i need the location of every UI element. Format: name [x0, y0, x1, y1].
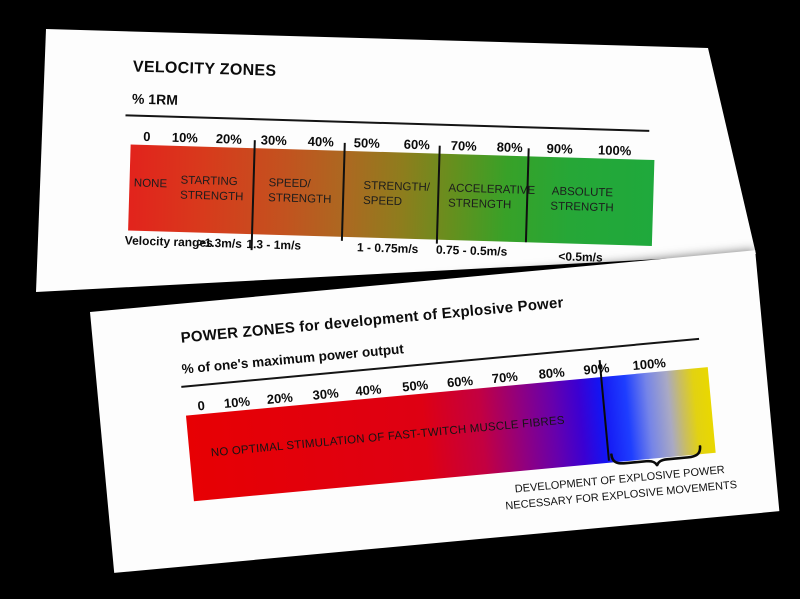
power-tick-50: 50%: [401, 377, 429, 395]
velocity-tick-20: 20%: [215, 131, 243, 147]
zone-label-strength-speed: STRENGTH/ SPEED: [362, 179, 431, 208]
velocity-range-value: 1 - 0.75m/s: [356, 240, 419, 257]
power-tick-80: 80%: [537, 364, 566, 382]
velocity-tick-10: 10%: [171, 129, 199, 146]
zone-label-starting-strength: STARTING STRENGTH: [179, 174, 244, 203]
power-tick-40: 40%: [354, 381, 383, 399]
zone-label-none: NONE: [133, 177, 168, 191]
velocity-tick-100: 100%: [597, 142, 632, 159]
power-tick-70: 70%: [491, 368, 519, 387]
velocity-tick-90: 90%: [546, 140, 573, 157]
power-tick-0: 0: [196, 397, 206, 414]
velocity-range-value: 0.75 - 0.5m/s: [435, 242, 508, 259]
power-tick-20: 20%: [266, 389, 294, 408]
zone-label-accelerative-strength: ACCELERATIVE STRENGTH: [447, 182, 536, 211]
power-axis-label: % of one's maximum power output: [180, 341, 405, 377]
velocity-tick-60: 60%: [403, 136, 430, 153]
velocity-axis-rule: [125, 114, 650, 132]
velocity-tick-70: 70%: [450, 138, 477, 154]
velocity-range-value: >1.3m/s: [197, 235, 243, 251]
power-card-title: POWER ZONES for development of Explosive…: [180, 294, 565, 347]
zone-label-speed-strength: SPEED/ STRENGTH: [267, 177, 332, 206]
velocity-tick-0: 0: [143, 128, 151, 145]
velocity-range-value: <0.5m/s: [558, 249, 603, 265]
velocity-axis-label: % 1RM: [131, 90, 179, 108]
power-bar-text: NO OPTIMAL STIMULATION OF FAST-TWITCH MU…: [210, 414, 566, 460]
velocity-tick-30: 30%: [260, 132, 288, 149]
velocity-tick-40: 40%: [307, 133, 335, 150]
power-card: POWER ZONES for development of Explosive…: [90, 250, 780, 573]
zone-label-absolute-strength: ABSOLUTE STRENGTH: [550, 185, 614, 214]
underbrace-icon: [610, 444, 702, 469]
velocity-tick-80: 80%: [496, 139, 523, 156]
power-tick-60: 60%: [446, 372, 474, 391]
power-tick-10: 10%: [223, 393, 251, 411]
velocity-tick-50: 50%: [353, 135, 381, 151]
velocity-card-title: VELOCITY ZONES: [132, 58, 277, 80]
power-tick-30: 30%: [311, 385, 340, 403]
power-tick-100: 100%: [631, 355, 667, 374]
velocity-gradient-bar: NONE STARTING STRENGTH SPEED/ STRENGTH S…: [128, 144, 655, 247]
velocity-range-value: 1.3 - 1m/s: [246, 236, 302, 253]
power-tick-90: 90%: [582, 360, 611, 378]
